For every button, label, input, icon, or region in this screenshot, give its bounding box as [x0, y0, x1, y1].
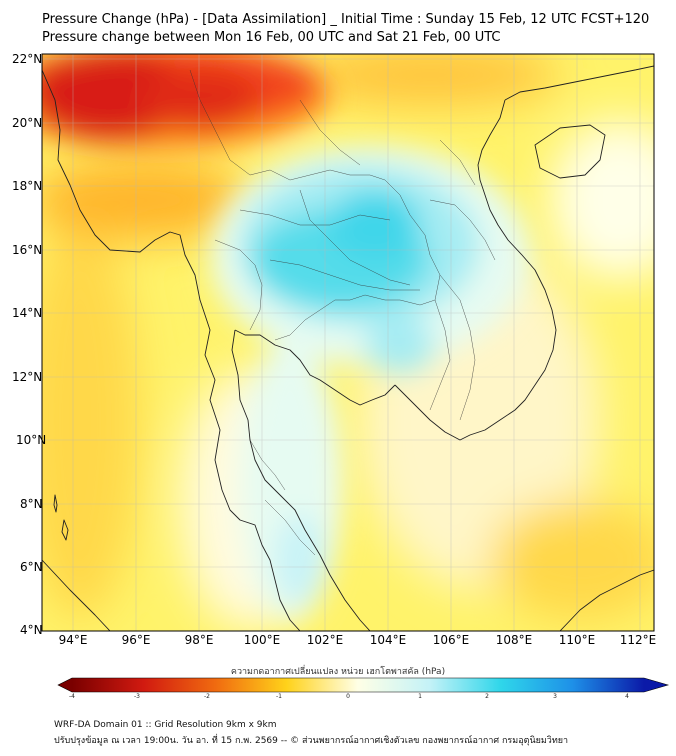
pressure-field — [42, 54, 654, 631]
x-tick-label: 104°E — [369, 633, 407, 647]
x-tick-label: 94°E — [58, 633, 88, 647]
footer-model-info: WRF-DA Domain 01 :: Grid Resolution 9km … — [54, 720, 277, 730]
admin-borders — [189, 69, 496, 556]
y-tick-label: 14°N — [12, 306, 43, 320]
colorbar-gradient — [72, 678, 644, 692]
x-tick-label: 108°E — [495, 633, 533, 647]
y-tick-label: 22°N — [12, 52, 43, 66]
map-subtitle: Pressure change between Mon 16 Feb, 00 U… — [42, 30, 501, 45]
coastlines — [42, 65, 654, 631]
map-title: Pressure Change (hPa) - [Data Assimilati… — [42, 12, 650, 27]
x-tick-label: 100°E — [243, 633, 281, 647]
colorbar-label: -4 — [69, 693, 75, 700]
colorbar-label: -1 — [276, 693, 282, 700]
y-tick-label: 16°N — [12, 243, 43, 257]
graticule — [42, 54, 654, 631]
x-tick-label: 96°E — [121, 633, 151, 647]
colorbar-label: -2 — [204, 693, 210, 700]
x-tick-label: 110°E — [558, 633, 596, 647]
y-tick-label: 18°N — [12, 179, 43, 193]
colorbar-label: 2 — [485, 693, 489, 700]
colorbar-title: ความกดอากาศเปลี่ยนแปลง หน่วย เฮกโตพาสคัล… — [230, 667, 446, 677]
colorbar-label: 3 — [553, 693, 557, 700]
colorbar — [57, 677, 670, 693]
y-tick-label: 8°N — [20, 497, 43, 511]
x-tick-label: 102°E — [306, 633, 344, 647]
x-tick-label: 112°E — [619, 633, 657, 647]
colorbar-min-arrow — [58, 678, 72, 692]
y-tick-label: 12°N — [12, 370, 43, 384]
colorbar-label: 4 — [625, 693, 629, 700]
colorbar-max-arrow — [644, 678, 668, 692]
map-frame — [41, 53, 655, 632]
y-tick-label: 6°N — [20, 560, 43, 574]
colorbar-label: 0 — [346, 693, 350, 700]
colorbar-outline — [57, 677, 670, 693]
y-tick-label: 4°N — [20, 623, 43, 637]
footer-update-info: ปรับปรุงข้อมูล ณ เวลา 19:00น. วัน อา. ที… — [54, 736, 569, 746]
colorbar-label: -3 — [134, 693, 140, 700]
x-tick-label: 106°E — [432, 633, 470, 647]
y-tick-label: 10°N — [16, 433, 47, 447]
y-tick-label: 20°N — [12, 116, 43, 130]
colorbar-label: 1 — [418, 693, 422, 700]
x-tick-label: 98°E — [184, 633, 214, 647]
